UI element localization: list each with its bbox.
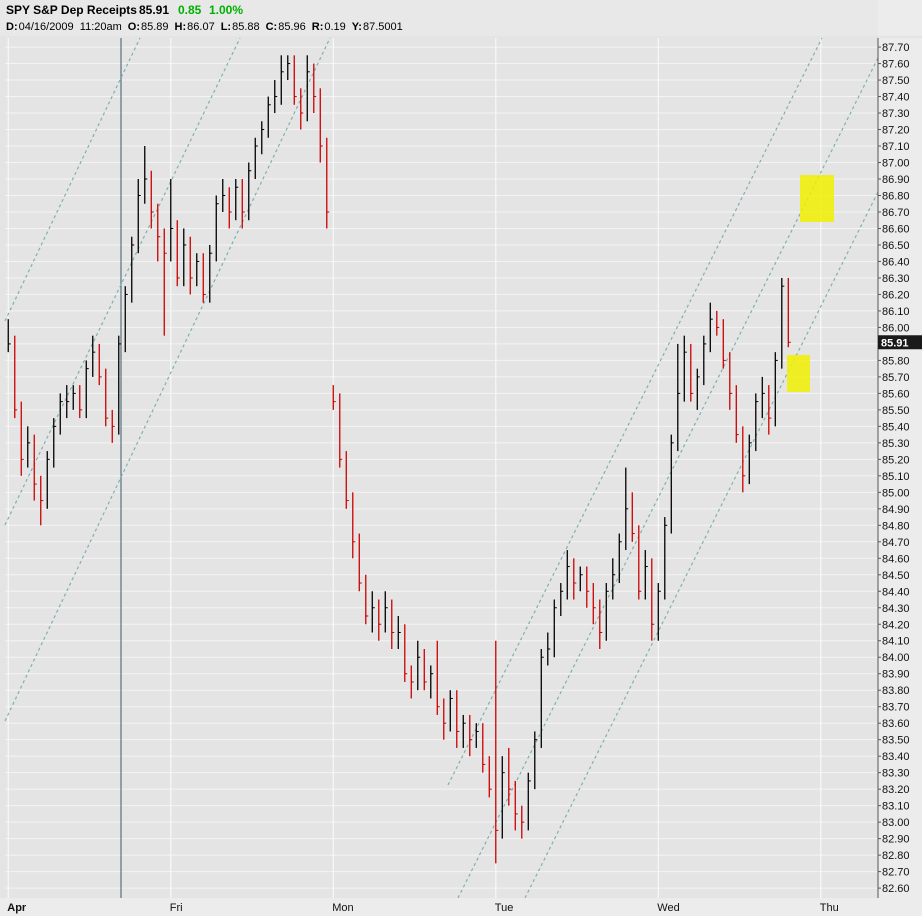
x-tick-label: Tue [495,902,514,914]
y-tick-label: 86.20 [882,289,910,301]
trend-line [4,37,241,526]
y-tick-label: 84.90 [882,504,910,516]
info-label: Y: [352,21,362,33]
x-tick-label: Mon [332,902,353,914]
info-label: O: [128,21,140,33]
y-tick-label: 84.60 [882,553,910,565]
change: 0.85 [178,3,202,17]
header-bar [0,0,922,36]
y-tick-label: 83.70 [882,702,910,714]
price-bars [7,55,791,864]
trend-line [447,37,823,786]
y-tick-label: 86.90 [882,174,910,186]
y-tick-label: 82.70 [882,867,910,879]
y-tick-label: 84.20 [882,619,910,631]
x-tick-label: Thu [820,902,839,914]
y-tick-label: 83.90 [882,669,910,681]
y-tick-label: 83.60 [882,718,910,730]
x-axis-panel [0,898,922,916]
y-tick-label: 83.50 [882,735,910,747]
info-label: R: [312,21,324,33]
symbol: SPY S&P Dep Receipts [6,3,137,17]
y-tick-label: 86.10 [882,306,910,318]
y-tick-label: 86.30 [882,273,910,285]
y-tick-label: 87.40 [882,92,910,104]
y-tick-label: 86.00 [882,322,910,334]
y-tick-label: 87.10 [882,141,910,153]
last-price-marker [878,335,922,350]
y-tick-label: 82.60 [882,883,910,895]
info-value: 86.07 [187,21,215,33]
y-tick-label: 83.30 [882,768,910,780]
y-tick-label: 85.80 [882,355,910,367]
y-tick-label: 85.50 [882,405,910,417]
x-tick-label: Apr [7,902,27,914]
x-tick-label: Fri [170,902,183,914]
y-tick-label: 87.50 [882,75,910,87]
y-tick-label: 83.80 [882,685,910,697]
y-tick-label: 85.30 [882,438,910,450]
x-tick-label: Wed [657,902,679,914]
y-tick-label: 84.80 [882,520,910,532]
info-value: 87.5001 [363,21,403,33]
y-tick-label: 87.20 [882,125,910,137]
y-tick-label: 87.30 [882,108,910,120]
last-price-label: 85.91 [881,337,909,349]
y-tick-label: 85.00 [882,487,910,499]
last-price: 85.91 [139,3,169,17]
info-value: 85.88 [232,21,260,33]
y-tick-label: 83.40 [882,751,910,763]
y-tick-label: 84.00 [882,652,910,664]
y-tick-label: 84.50 [882,570,910,582]
y-tick-label: 86.60 [882,223,910,235]
info-label: D: [6,21,18,33]
y-tick-label: 87.70 [882,42,910,54]
trend-line [4,37,331,722]
info-value: 0.19 [324,21,345,33]
y-tick-label: 86.70 [882,207,910,219]
trend-line [4,37,141,322]
y-tick-label: 85.10 [882,471,910,483]
y-axis-panel [878,38,922,898]
y-tick-label: 86.50 [882,240,910,252]
y-tick-label: 86.40 [882,256,910,268]
info-label: H: [175,21,187,33]
header-corner [878,0,922,36]
y-tick-label: 87.00 [882,158,910,170]
highlight-box [787,355,810,392]
y-tick-label: 85.70 [882,372,910,384]
y-tick-label: 85.20 [882,454,910,466]
info-line: D: 04/16/2009 11:20am O: 85.89 H: 86.07 L: 85.8… [6,21,403,33]
y-tick-label: 82.90 [882,834,910,846]
y-tick-label: 85.60 [882,388,910,400]
y-tick-label: 82.80 [882,850,910,862]
y-tick-label: 84.30 [882,603,910,615]
axes: 82.60 82.70 82.80 82.90 83.00 83.10 83.20 83.30… [0,38,922,916]
y-tick-label: 85.40 [882,421,910,433]
change-pct: 1.00% [209,3,243,17]
plot-area [5,38,878,898]
y-tick-label: 83.00 [882,817,910,829]
highlight-box [800,175,834,222]
info-label: L: [221,21,231,33]
y-tick-label: 87.60 [882,59,910,71]
info-value: 85.96 [278,21,306,33]
info-label: C: [266,21,278,33]
y-tick-label: 83.20 [882,784,910,796]
y-tick-label: 83.10 [882,801,910,813]
y-tick-label: 84.70 [882,537,910,549]
y-tick-label: 84.10 [882,636,910,648]
info-value: 85.89 [141,21,169,33]
y-tick-label: 84.40 [882,586,910,598]
y-tick-label: 86.80 [882,190,910,202]
info-value: 04/16/2009 11:20am [19,21,122,33]
